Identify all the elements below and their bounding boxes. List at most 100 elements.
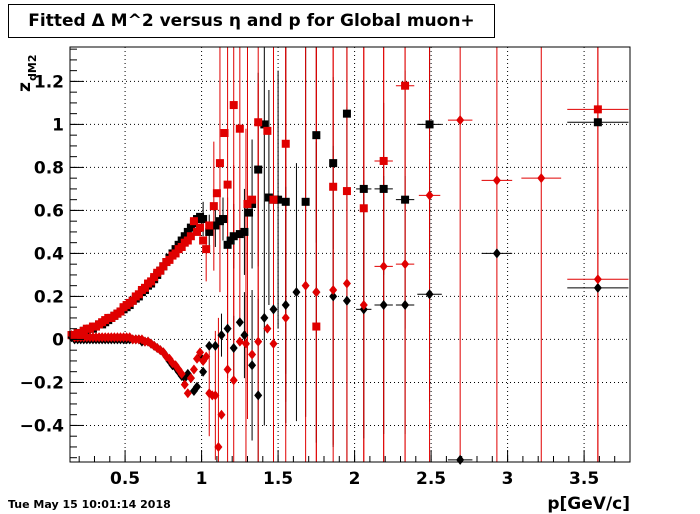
y-tick-label: 1 bbox=[52, 115, 64, 135]
data-point-diamond bbox=[254, 390, 263, 401]
data-point-diamond bbox=[359, 300, 368, 311]
y-tick-label: −0.4 bbox=[20, 416, 65, 436]
x-tick-label: 3 bbox=[502, 469, 514, 489]
data-point-square bbox=[220, 129, 229, 138]
y-axis-title: z bbox=[15, 82, 35, 92]
y-tick-labels: −0.4 −0.2 0 0.2 0.4 0.6 0.8 1 1.2 bbox=[20, 72, 65, 436]
data-point-square bbox=[229, 232, 238, 241]
data-point-diamond bbox=[492, 175, 501, 186]
data-point-square bbox=[183, 227, 192, 236]
data-point-square bbox=[209, 202, 218, 211]
data-point-diamond bbox=[205, 340, 214, 351]
data-point-square bbox=[254, 118, 263, 127]
data-point-square bbox=[248, 199, 257, 208]
data-point-diamond bbox=[329, 291, 338, 302]
y-tick-label: 1.2 bbox=[34, 72, 64, 92]
data-point-square bbox=[205, 221, 214, 230]
data-point-diamond bbox=[240, 330, 249, 341]
data-point-square bbox=[171, 249, 180, 258]
data-point-square bbox=[147, 277, 156, 286]
data-point-diamond bbox=[425, 289, 434, 300]
data-point-diamond bbox=[183, 388, 192, 399]
data-point-diamond bbox=[254, 336, 263, 347]
data-point-diamond bbox=[492, 248, 501, 259]
data-point-square bbox=[329, 159, 338, 168]
data-point-square bbox=[165, 255, 174, 264]
data-point-diamond bbox=[229, 375, 238, 386]
plot-frame bbox=[69, 46, 631, 463]
y-tick-label: 0.4 bbox=[34, 244, 64, 264]
data-point-square bbox=[205, 227, 214, 236]
axis-ticks bbox=[70, 48, 616, 462]
data-point-square bbox=[219, 215, 228, 224]
data-point-diamond bbox=[223, 364, 232, 375]
data-point-diamond bbox=[593, 282, 602, 293]
data-point-diamond bbox=[223, 323, 232, 334]
data-point-square bbox=[212, 189, 221, 198]
data-point-diamond bbox=[401, 300, 410, 311]
y-tick-label: 0 bbox=[52, 330, 64, 350]
data-point-square bbox=[183, 236, 192, 245]
data-point-square bbox=[264, 193, 273, 202]
x-tick-label: 1.5 bbox=[263, 469, 293, 489]
x-tick-label: 0.5 bbox=[110, 469, 140, 489]
data-point-square bbox=[140, 283, 149, 292]
x-tick-label: 1 bbox=[196, 469, 208, 489]
x-tick-labels: 0.5 1 1.5 2 2.5 3 3.5 bbox=[110, 469, 599, 489]
data-point-square bbox=[254, 165, 263, 174]
data-point-diamond bbox=[214, 441, 223, 452]
data-point-square bbox=[128, 296, 137, 305]
data-point-diamond bbox=[186, 373, 195, 384]
data-point-diamond bbox=[192, 381, 201, 392]
data-point-diamond bbox=[235, 336, 244, 347]
data-point-square bbox=[401, 195, 410, 204]
data-point-square bbox=[425, 120, 434, 129]
data-point-diamond bbox=[199, 366, 208, 377]
data-point-square bbox=[312, 322, 321, 331]
data-point-diamond bbox=[217, 409, 226, 420]
data-point-diamond bbox=[248, 349, 257, 360]
data-point-diamond bbox=[342, 295, 351, 306]
data-point-diamond bbox=[196, 347, 205, 358]
data-point-square bbox=[223, 180, 232, 189]
data-point-diamond bbox=[260, 312, 269, 323]
data-point-square bbox=[199, 215, 208, 224]
data-point-square bbox=[245, 208, 254, 217]
data-point-diamond bbox=[329, 284, 338, 295]
timestamp: Tue May 15 10:01:14 2018 bbox=[8, 498, 171, 511]
data-point-diamond bbox=[342, 278, 351, 289]
x-tick-label: 2 bbox=[349, 469, 361, 489]
data-point-diamond bbox=[425, 190, 434, 201]
data-point-square bbox=[379, 156, 388, 165]
data-point-square bbox=[116, 307, 125, 316]
data-point-square bbox=[134, 290, 143, 299]
data-point-square bbox=[202, 245, 211, 254]
data-point-square bbox=[186, 232, 195, 241]
data-point-square bbox=[274, 195, 283, 204]
data-point-square bbox=[243, 199, 252, 208]
data-point-square bbox=[593, 105, 602, 114]
data-point-square bbox=[359, 184, 368, 193]
data-point-diamond bbox=[593, 274, 602, 285]
data-point-square bbox=[401, 81, 410, 90]
data-point-square bbox=[312, 131, 321, 140]
data-point-square bbox=[189, 217, 198, 226]
data-point-square bbox=[329, 182, 338, 191]
data-point-diamond bbox=[379, 261, 388, 272]
data-point-diamond bbox=[229, 343, 238, 354]
data-point-square bbox=[359, 204, 368, 213]
data-point-square bbox=[263, 126, 272, 135]
y-axis-title-subscript: dM2 bbox=[26, 55, 39, 81]
x-axis-title: p[GeV/c] bbox=[547, 494, 630, 514]
data-point-square bbox=[248, 195, 257, 204]
data-point-square bbox=[156, 266, 165, 275]
data-point-square bbox=[235, 124, 244, 133]
data-point-diamond bbox=[401, 259, 410, 270]
data-point-diamond bbox=[379, 300, 388, 311]
data-point-square bbox=[260, 120, 269, 129]
data-point-square bbox=[301, 197, 310, 206]
data-point-diamond bbox=[312, 287, 321, 298]
data-point-square bbox=[192, 227, 201, 236]
data-point-square bbox=[150, 273, 159, 282]
data-point-square bbox=[211, 221, 220, 230]
